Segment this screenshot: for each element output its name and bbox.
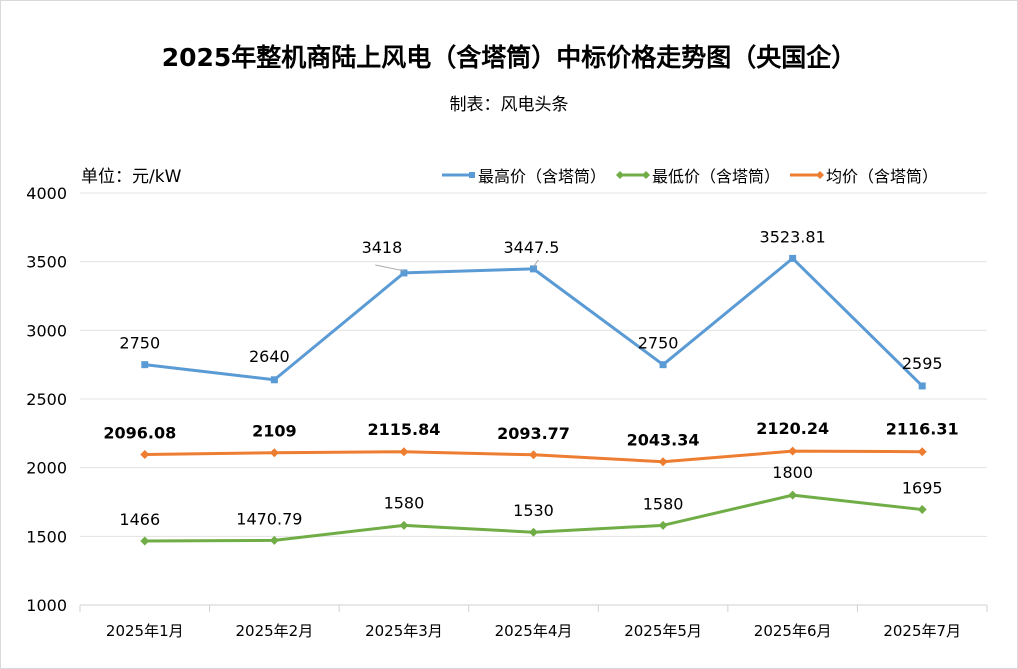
data-point-marker (659, 361, 667, 369)
x-tick-label: 2025年5月 (624, 622, 702, 640)
series-line (144, 256, 924, 388)
data-label: 1695 (902, 479, 943, 498)
legend: 最高价（含塔筒） 最低价（含塔筒） 均价（含塔筒） (442, 163, 948, 187)
data-label: 3447.5 (504, 238, 560, 257)
x-tick-label: 2025年3月 (365, 622, 443, 640)
label-leader-line (533, 259, 539, 268)
x-tick-label: 2025年6月 (754, 622, 832, 640)
data-point-marker (141, 361, 149, 369)
x-tick-label: 2025年1月 (106, 622, 184, 640)
legend-label-min: 最低价（含塔筒） (652, 167, 781, 186)
legend-swatch-avg (790, 171, 825, 179)
data-point-marker (140, 536, 150, 546)
data-label: 3418 (362, 238, 403, 257)
y-tick-label: 1500 (26, 527, 67, 546)
unit-label: 单位：元/kW (81, 167, 182, 187)
y-tick-label: 2500 (26, 390, 67, 409)
data-label: 2093.77 (497, 424, 570, 443)
data-point-marker (140, 449, 150, 459)
data-label: 2640 (249, 347, 290, 366)
x-tick-label: 2025年4月 (495, 622, 573, 640)
data-point-marker (917, 447, 927, 457)
data-point-marker (399, 520, 409, 530)
legend-item-avg: 均价（含塔筒） (790, 163, 938, 187)
data-label: 1470.79 (236, 509, 302, 528)
data-label: 1466 (119, 510, 160, 529)
x-tick-label: 2025年2月 (235, 622, 313, 640)
data-point-marker (530, 265, 537, 273)
data-label: 2116.31 (886, 420, 959, 439)
legend-label-max: 最高价（含塔筒） (478, 167, 607, 186)
data-label: 1530 (513, 501, 554, 520)
data-point-marker (658, 457, 668, 467)
data-point-marker (269, 535, 279, 545)
y-tick-label: 3000 (26, 321, 67, 340)
data-label: 2043.34 (627, 431, 700, 450)
legend-swatch-min (616, 171, 651, 179)
data-point-marker (269, 448, 279, 458)
data-label: 2750 (119, 334, 160, 353)
legend-item-min: 最低价（含塔筒） (616, 163, 780, 187)
y-tick-label: 1000 (26, 596, 67, 615)
data-label: 1580 (643, 494, 684, 513)
data-point-marker (529, 450, 538, 460)
chart-title: 2025年整机商陆上风电（含塔筒）中标价格走势图（央国企） (161, 43, 857, 72)
data-point-marker (270, 376, 278, 384)
data-point-marker (399, 447, 409, 457)
data-point-marker (658, 520, 668, 530)
data-point-marker (788, 446, 798, 456)
data-label: 2595 (902, 354, 943, 373)
legend-label-avg: 均价（含塔筒） (826, 167, 939, 186)
y-tick-label: 3500 (26, 253, 67, 272)
legend-item-max: 最高价（含塔筒） (442, 163, 606, 187)
data-label: 2750 (638, 334, 679, 353)
y-tick-label: 2000 (26, 459, 67, 478)
legend-swatch-max (442, 172, 475, 178)
label-leader-line (375, 264, 405, 272)
data-label: 1800 (772, 463, 813, 482)
data-label: 3523.81 (760, 227, 826, 246)
data-point-marker (529, 527, 538, 537)
chart-subtitle: 制表：风电头条 (449, 95, 569, 115)
data-label: 1580 (384, 493, 425, 512)
data-label: 2096.08 (103, 423, 176, 442)
data-point-marker (789, 254, 797, 262)
data-point-marker (917, 505, 927, 515)
data-point-marker (918, 382, 926, 390)
data-point-marker (788, 490, 798, 500)
data-label: 2120.24 (756, 419, 829, 438)
data-point-marker (400, 269, 408, 277)
x-tick-label: 2025年7月 (883, 622, 961, 640)
data-label: 2109 (252, 422, 297, 441)
data-label: 2115.84 (367, 420, 440, 439)
y-tick-label: 4000 (26, 184, 67, 203)
